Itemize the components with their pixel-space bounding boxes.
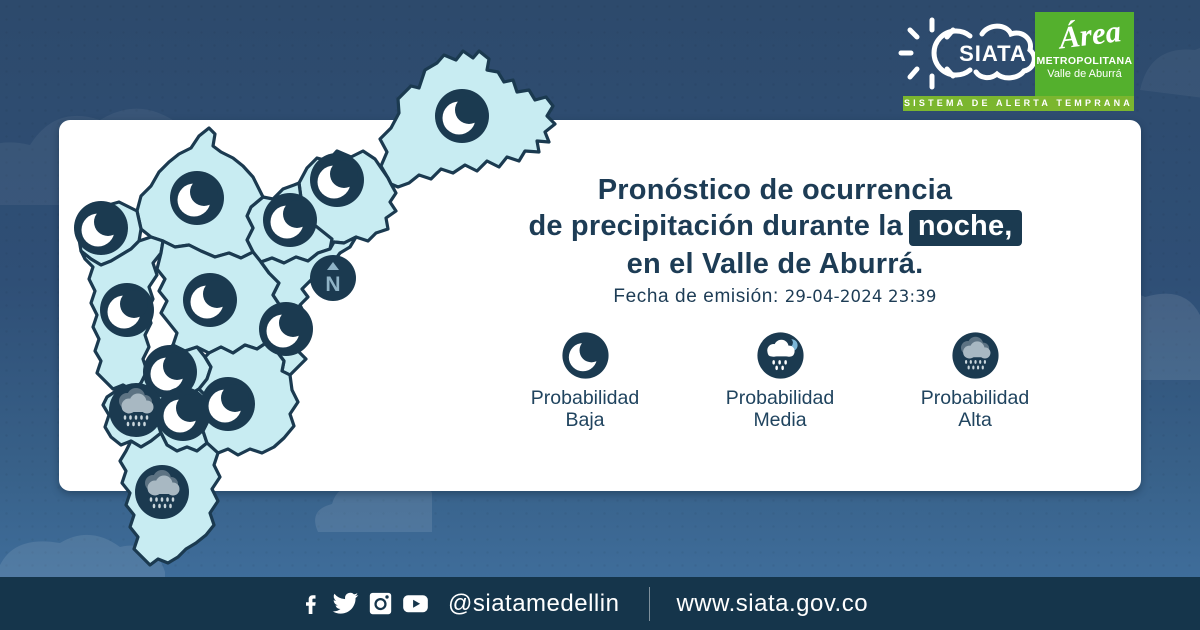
footer-bar: @siatamedellin www.siata.gov.co — [0, 577, 1200, 630]
moon-icon — [561, 332, 609, 379]
website-url[interactable]: www.siata.gov.co — [676, 589, 869, 617]
heavy-rain-cloud-icon — [951, 332, 999, 379]
siata-logo-text: SIATA — [959, 41, 1027, 66]
footer-divider — [649, 586, 651, 621]
social-handle[interactable]: @siatamedellin — [448, 589, 620, 617]
legend-label: Alta — [958, 409, 992, 431]
siata-logo: SIATA — [898, 17, 1035, 90]
sun-icon — [898, 17, 956, 90]
emission-label: Fecha de emisión: — [613, 286, 779, 307]
title-line-3: en el Valle de Aburrá. — [626, 248, 924, 280]
emission-line: Fecha de emisión: 29-04-2024 23:39 — [440, 286, 1110, 308]
legend-label: Baja — [565, 409, 605, 431]
title-line-2: de precipitación durante la — [528, 210, 903, 242]
page-title: Pronóstico de ocurrencia de precipitació… — [440, 172, 1110, 282]
legend-item-baja: Probabilidad Baja — [500, 332, 670, 431]
instagram-icon[interactable] — [367, 590, 394, 617]
legend-label: Probabilidad — [725, 387, 835, 409]
title-highlight-noche: noche, — [908, 210, 1022, 246]
probability-legend: Probabilidad Baja Probabilidad Media Pro… — [500, 332, 1060, 431]
youtube-icon[interactable] — [401, 589, 430, 618]
title-line-1: Pronóstico de ocurrencia — [597, 174, 953, 206]
legend-label: Probabilidad — [530, 387, 640, 409]
facebook-icon[interactable] — [300, 590, 324, 618]
siata-tagline-bar: SISTEMA DE ALERTA TEMPRANA — [903, 96, 1134, 111]
emission-datetime: 29-04-2024 23:39 — [784, 287, 937, 306]
rain-cloud-moon-icon — [756, 332, 804, 379]
legend-label: Media — [753, 409, 807, 431]
area-logo-line2: Valle de Aburrá — [1047, 68, 1122, 80]
legend-item-alta: Probabilidad Alta — [890, 332, 1060, 431]
legend-label: Probabilidad — [920, 387, 1030, 409]
cloud-shape — [1140, 48, 1200, 98]
area-metropolitana-logo: Área METROPOLITANA Valle de Aburrá — [1035, 12, 1134, 96]
legend-item-media: Probabilidad Media — [695, 332, 865, 431]
twitter-icon[interactable] — [331, 589, 360, 618]
area-logo-line1: METROPOLITANA — [1036, 55, 1133, 67]
area-logo-script: Área — [1057, 13, 1123, 56]
social-icons — [300, 589, 430, 618]
